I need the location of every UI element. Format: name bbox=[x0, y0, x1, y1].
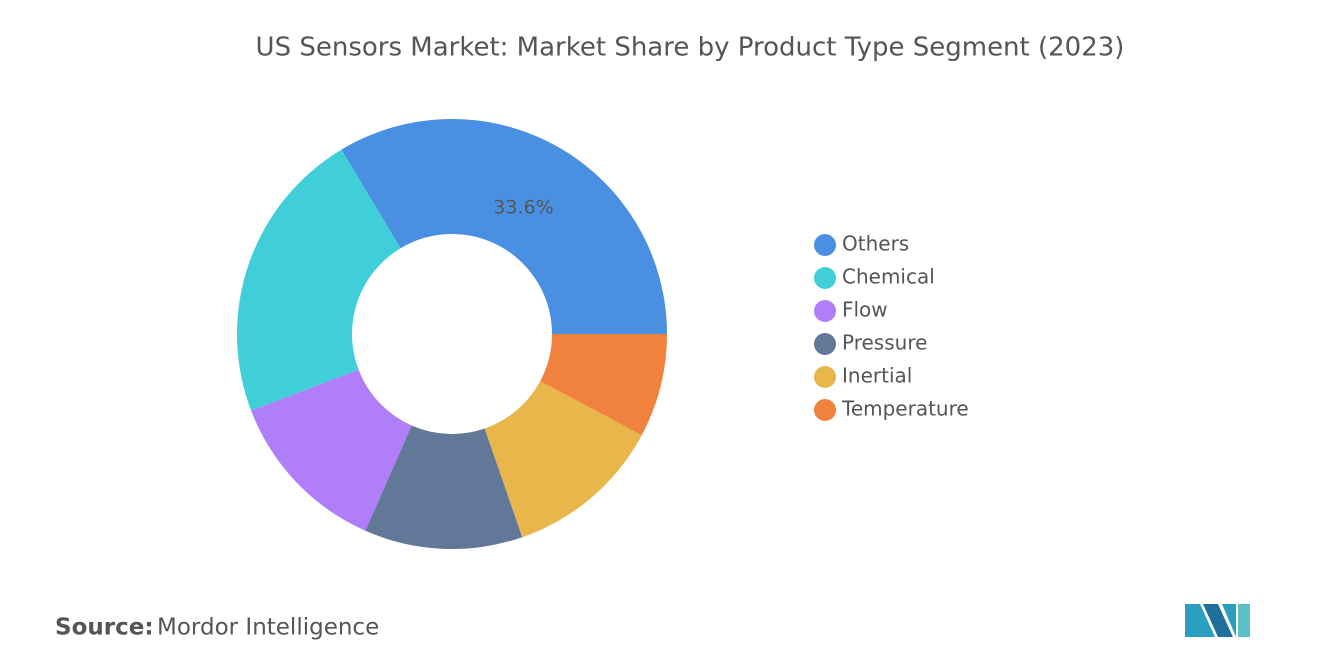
slice bbox=[237, 149, 401, 411]
legend-label: Chemical bbox=[842, 265, 935, 289]
legend-label: Flow bbox=[842, 298, 888, 322]
slice bbox=[484, 381, 642, 538]
slice bbox=[540, 334, 667, 436]
legend-swatch bbox=[814, 333, 836, 355]
value-label: 33.6% bbox=[493, 196, 553, 218]
legend-swatch bbox=[814, 366, 836, 388]
source: Mordor Intelligence bbox=[157, 615, 379, 641]
legend-swatch bbox=[814, 300, 836, 322]
legend-swatch bbox=[814, 267, 836, 289]
legend-label: Temperature bbox=[841, 397, 969, 421]
legend-label: Inertial bbox=[842, 364, 912, 388]
chart-title: US Sensors Market: Market Share by Produ… bbox=[256, 33, 1125, 63]
legend-label: Others bbox=[842, 232, 909, 256]
slice bbox=[341, 118, 667, 334]
source-label: Source: bbox=[55, 615, 154, 641]
slice bbox=[365, 425, 523, 549]
legend-label: Pressure bbox=[842, 331, 927, 355]
legend-swatch bbox=[814, 399, 836, 421]
logo bbox=[1185, 604, 1250, 637]
legend-swatch bbox=[814, 234, 836, 256]
slice bbox=[251, 369, 412, 531]
